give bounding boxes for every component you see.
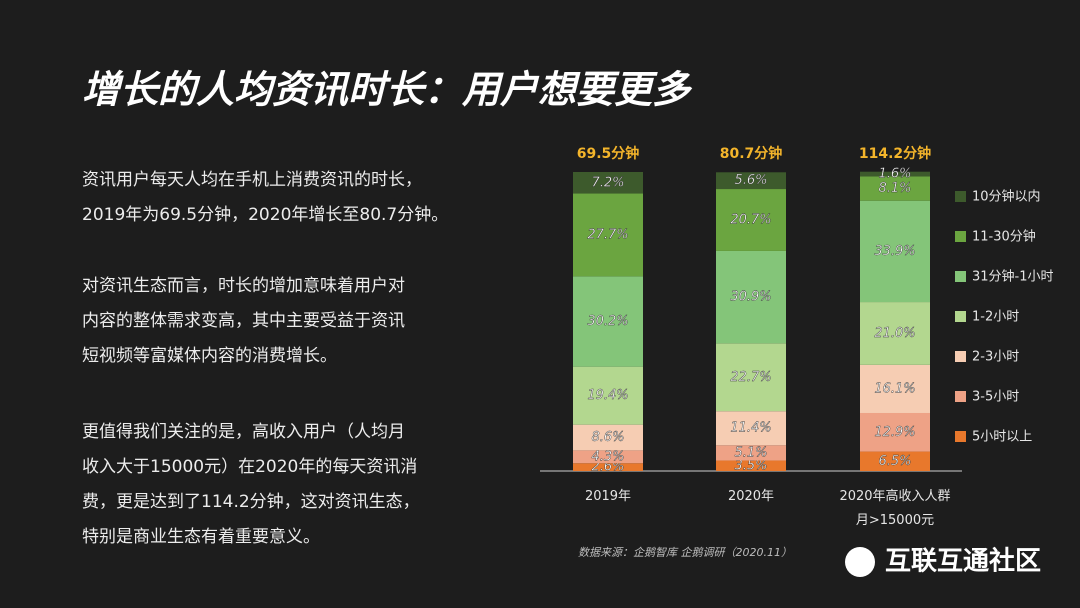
watermark: 互联互通社区: [885, 546, 1041, 577]
value-label: 8.1%: [878, 181, 911, 196]
paragraph-line: 费，更是达到了114.2分钟，这对资讯生态，: [82, 492, 420, 512]
bar-segment: [716, 172, 786, 190]
paragraph-line: 特别是商业生态有着重要意义。: [82, 527, 320, 547]
bar-segment: [860, 302, 930, 365]
bar-segment: [716, 445, 786, 461]
paragraph-line: 短视频等富媒体内容的消费增长。: [82, 346, 337, 366]
bar-segment: [573, 366, 643, 425]
legend-swatch: [955, 391, 966, 402]
bar-segment: [573, 172, 643, 194]
value-label: 19.4%: [587, 388, 628, 403]
value-label: 27.7%: [587, 227, 628, 242]
slide-title: 增长的人均资讯时长：用户想要更多: [82, 68, 693, 112]
value-label: 3.5%: [734, 458, 767, 473]
bar-segment: [573, 276, 643, 367]
paragraph-line: 更值得我们关注的是，高收入用户（人均月: [82, 422, 405, 442]
value-label: 20.7%: [730, 212, 771, 227]
legend-swatch: [955, 271, 966, 282]
value-label: 21.0%: [874, 326, 915, 341]
bar-segment: [716, 250, 786, 344]
bar-segment: [716, 343, 786, 412]
bar-segment: [716, 411, 786, 446]
value-label: 12.9%: [874, 425, 915, 440]
bar-segment: [860, 412, 930, 452]
legend-label: 31分钟-1小时: [972, 269, 1054, 285]
legend-swatch: [955, 351, 966, 362]
bar-segment: [573, 193, 643, 277]
bar-segment: [573, 450, 643, 464]
legend-swatch: [955, 311, 966, 322]
x-tick-label: 2020年: [727, 489, 775, 504]
value-label: 22.7%: [730, 370, 771, 385]
value-label: 8.6%: [591, 430, 624, 445]
legend-swatch: [955, 191, 966, 202]
bar-segment: [716, 460, 786, 471]
value-label: 5.1%: [734, 445, 767, 460]
bar-segment: [573, 463, 643, 471]
value-label: 30.2%: [587, 314, 628, 329]
value-label: 4.3%: [591, 449, 624, 464]
bar-segment: [860, 364, 930, 413]
legend-label: 1-2小时: [972, 310, 1019, 325]
value-label: 1.6%: [878, 167, 911, 182]
bar-segment: [860, 176, 930, 201]
value-label: 6.5%: [878, 454, 911, 469]
paragraph-line: 资讯用户每天人均在手机上消费资讯的时长，: [82, 170, 422, 190]
paragraph-line: 对资讯生态而言，时长的增加意味着用户对: [82, 276, 405, 296]
paragraph-line: 内容的整体需求变高，其中主要受益于资讯: [82, 311, 405, 331]
total-label: 114.2分钟: [859, 145, 931, 162]
value-label: 7.2%: [591, 175, 624, 190]
bar-segment: [860, 200, 930, 303]
value-label: 16.1%: [874, 381, 915, 396]
value-label: 11.4%: [730, 421, 771, 436]
legend-label: 10分钟以内: [972, 189, 1041, 205]
value-label: 2.6%: [591, 460, 624, 475]
x-tick-label: 2020年高收入人群月>15000元: [839, 489, 951, 528]
value-label: 30.9%: [730, 290, 771, 305]
paragraph-line: 收入大于15000元）在2020年的每天资讯消: [82, 457, 417, 477]
legend-swatch: [955, 431, 966, 442]
legend-label: 3-5小时: [972, 390, 1019, 405]
legend-label: 5小时以上: [972, 430, 1032, 445]
x-tick-label: 2019年: [584, 489, 632, 504]
bar-segment: [573, 424, 643, 451]
value-label: 5.6%: [734, 173, 767, 188]
bar-segment: [860, 451, 930, 471]
legend-label: 11-30分钟: [972, 229, 1036, 245]
legend-label: 2-3小时: [972, 350, 1019, 365]
bar-segment: [716, 189, 786, 251]
bar-segment: [860, 171, 930, 177]
paragraph-line: 2019年为69.5分钟，2020年增长至80.7分钟。: [82, 205, 448, 225]
value-label: 33.9%: [874, 244, 915, 259]
total-label: 80.7分钟: [720, 145, 783, 162]
wechat-icon: [845, 547, 875, 577]
total-label: 69.5分钟: [577, 145, 640, 162]
legend-swatch: [955, 231, 966, 242]
source: 数据来源：企鹅智库 企鹅调研（2020.11）: [578, 546, 792, 559]
